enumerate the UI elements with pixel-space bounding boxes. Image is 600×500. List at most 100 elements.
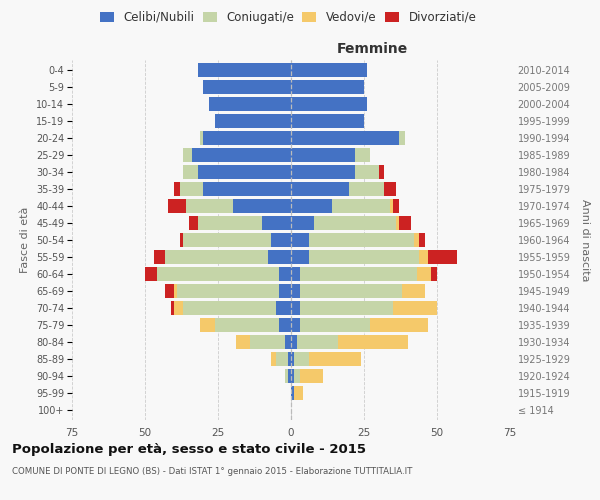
Bar bbox=[186, 199, 233, 213]
Bar bbox=[171, 301, 174, 315]
Bar bbox=[177, 284, 280, 298]
Bar bbox=[203, 131, 291, 145]
Bar bbox=[300, 301, 393, 315]
Bar bbox=[291, 250, 308, 264]
Bar bbox=[197, 216, 262, 230]
Bar bbox=[280, 284, 291, 298]
Bar bbox=[183, 148, 192, 162]
Bar bbox=[294, 352, 308, 366]
Bar bbox=[157, 267, 280, 281]
Bar bbox=[300, 318, 370, 332]
Bar bbox=[428, 250, 457, 264]
Bar bbox=[268, 250, 291, 264]
Bar bbox=[355, 148, 370, 162]
Bar bbox=[413, 233, 419, 247]
Bar bbox=[297, 335, 338, 349]
Bar bbox=[291, 301, 300, 315]
Bar bbox=[349, 182, 385, 196]
Bar bbox=[288, 352, 291, 366]
Bar bbox=[271, 352, 277, 366]
Bar bbox=[291, 233, 308, 247]
Bar bbox=[250, 335, 285, 349]
Text: COMUNE DI PONTE DI LEGNO (BS) - Dati ISTAT 1° gennaio 2015 - Elaborazione TUTTIT: COMUNE DI PONTE DI LEGNO (BS) - Dati IST… bbox=[12, 468, 412, 476]
Bar bbox=[200, 131, 203, 145]
Bar bbox=[419, 250, 428, 264]
Bar bbox=[308, 233, 413, 247]
Bar bbox=[262, 216, 291, 230]
Bar bbox=[291, 131, 399, 145]
Bar bbox=[291, 97, 367, 111]
Bar bbox=[277, 352, 288, 366]
Bar bbox=[233, 199, 291, 213]
Bar bbox=[291, 148, 355, 162]
Bar bbox=[314, 216, 396, 230]
Bar bbox=[291, 114, 364, 128]
Bar bbox=[166, 250, 268, 264]
Legend: Celibi/Nubili, Coniugati/e, Vedovi/e, Divorziati/e: Celibi/Nubili, Coniugati/e, Vedovi/e, Di… bbox=[97, 8, 479, 26]
Bar bbox=[291, 369, 294, 383]
Bar bbox=[291, 284, 300, 298]
Bar bbox=[291, 165, 355, 179]
Bar bbox=[431, 267, 437, 281]
Y-axis label: Anni di nascita: Anni di nascita bbox=[580, 198, 590, 281]
Bar bbox=[291, 216, 314, 230]
Bar bbox=[291, 352, 294, 366]
Bar bbox=[291, 80, 364, 94]
Bar bbox=[236, 335, 250, 349]
Bar bbox=[200, 318, 215, 332]
Bar bbox=[169, 199, 186, 213]
Y-axis label: Fasce di età: Fasce di età bbox=[20, 207, 31, 273]
Bar bbox=[209, 97, 291, 111]
Bar bbox=[145, 267, 157, 281]
Bar bbox=[291, 199, 332, 213]
Bar bbox=[288, 369, 291, 383]
Bar bbox=[399, 216, 411, 230]
Bar bbox=[385, 182, 396, 196]
Bar bbox=[338, 335, 408, 349]
Bar bbox=[416, 267, 431, 281]
Bar bbox=[197, 165, 291, 179]
Bar bbox=[174, 182, 180, 196]
Bar bbox=[203, 182, 291, 196]
Bar bbox=[189, 216, 197, 230]
Bar bbox=[291, 318, 300, 332]
Bar bbox=[332, 199, 390, 213]
Bar bbox=[285, 369, 288, 383]
Bar bbox=[215, 318, 280, 332]
Bar bbox=[300, 267, 416, 281]
Bar bbox=[203, 80, 291, 94]
Bar bbox=[166, 284, 174, 298]
Bar bbox=[294, 369, 300, 383]
Bar bbox=[174, 301, 183, 315]
Bar bbox=[419, 233, 425, 247]
Bar bbox=[280, 318, 291, 332]
Bar bbox=[183, 165, 197, 179]
Bar bbox=[390, 199, 393, 213]
Bar bbox=[183, 233, 271, 247]
Bar bbox=[280, 267, 291, 281]
Bar bbox=[197, 63, 291, 77]
Bar bbox=[291, 386, 294, 400]
Bar bbox=[291, 182, 349, 196]
Bar bbox=[154, 250, 166, 264]
Bar bbox=[291, 335, 297, 349]
Bar bbox=[174, 284, 177, 298]
Bar bbox=[308, 352, 361, 366]
Bar bbox=[277, 301, 291, 315]
Bar bbox=[393, 199, 399, 213]
Text: Popolazione per età, sesso e stato civile - 2015: Popolazione per età, sesso e stato civil… bbox=[12, 442, 366, 456]
Bar bbox=[399, 131, 405, 145]
Bar bbox=[379, 165, 385, 179]
Bar bbox=[355, 165, 379, 179]
Bar bbox=[370, 318, 428, 332]
Bar bbox=[291, 63, 367, 77]
Text: Femmine: Femmine bbox=[337, 42, 407, 56]
Bar bbox=[215, 114, 291, 128]
Bar bbox=[393, 301, 437, 315]
Bar bbox=[308, 250, 419, 264]
Bar bbox=[396, 216, 399, 230]
Bar bbox=[180, 182, 203, 196]
Bar bbox=[300, 284, 402, 298]
Bar bbox=[180, 233, 183, 247]
Bar bbox=[183, 301, 277, 315]
